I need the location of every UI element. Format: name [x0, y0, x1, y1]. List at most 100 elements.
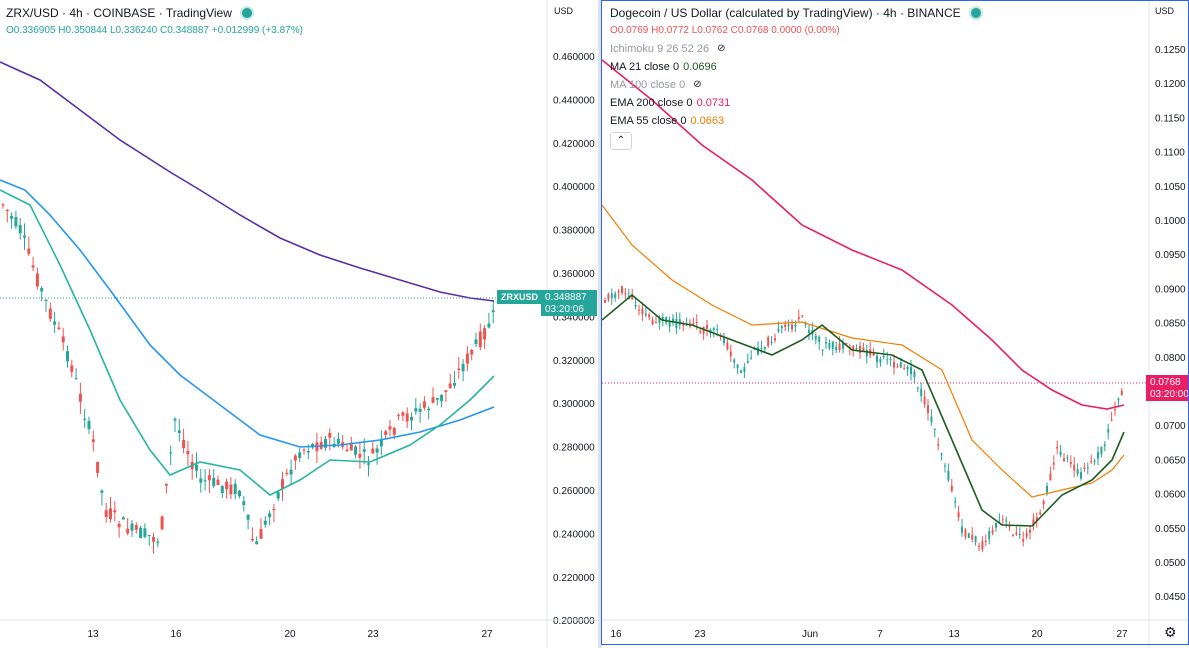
candle-body — [1022, 539, 1025, 542]
candle-body — [414, 408, 418, 412]
indicator-ma100[interactable]: MA 100 close 0 ⊘ — [610, 76, 981, 94]
price-tick-label: 0.280000 — [553, 443, 595, 454]
candle-body — [784, 324, 787, 328]
candle-body — [14, 217, 18, 227]
doge-chart-pane[interactable]: 0.1250 0.1200 0.1150 0.1100 0.1050 0.1000 0.09… — [602, 0, 1189, 648]
candle-body — [405, 413, 409, 422]
candle-body — [947, 470, 950, 481]
candle-body — [268, 513, 272, 518]
candle-body — [53, 321, 57, 325]
candle-body — [453, 383, 456, 386]
candle-body — [1056, 446, 1059, 449]
candle-body — [285, 472, 289, 475]
candle-body — [699, 331, 702, 333]
candle-body — [130, 523, 134, 531]
candle-body — [743, 367, 746, 372]
candle-body — [879, 359, 882, 363]
candle-body — [74, 377, 78, 379]
candle-body — [780, 325, 783, 329]
candle-body — [186, 450, 190, 455]
candle-body — [682, 324, 685, 326]
time-tick-label: 27 — [1116, 629, 1128, 640]
candle-body — [1008, 525, 1011, 528]
candle-body — [1052, 462, 1055, 465]
candle-body — [1073, 464, 1076, 471]
candle-body — [991, 530, 994, 534]
candle-body — [825, 342, 827, 344]
price-tick-label: 0.1100 — [1155, 148, 1185, 159]
candle-body — [984, 540, 987, 542]
candle-body — [899, 362, 902, 368]
doge-legend: Dogecoin / US Dollar (calculated by Trad… — [610, 4, 981, 130]
candle-body — [1069, 461, 1072, 465]
eye-hidden-icon[interactable]: ⊘ — [717, 43, 726, 54]
price-tick-label: 0.240000 — [553, 529, 595, 540]
candle-body — [675, 319, 678, 328]
candle-body — [250, 538, 254, 541]
candle-body — [1001, 519, 1004, 521]
collapse-legend-button[interactable]: ⌃ — [610, 132, 632, 150]
price-tick-label: 0.440000 — [553, 95, 595, 106]
candle-body — [794, 324, 797, 327]
candle-body — [1110, 419, 1113, 421]
indicator-ema55[interactable]: EMA 55 close 0 0.0663 — [610, 115, 725, 127]
candle-body — [1015, 532, 1018, 535]
candle-body — [487, 323, 491, 328]
candle-body — [35, 273, 39, 287]
doge-symbol-title[interactable]: Dogecoin / US Dollar (calculated by Trad… — [610, 6, 961, 20]
ema200-line — [602, 59, 1125, 410]
candle-body — [5, 210, 9, 212]
candle-body — [774, 338, 776, 341]
candle-body — [661, 317, 664, 320]
gear-icon[interactable]: ⚙ — [1164, 624, 1177, 640]
candle-body — [392, 428, 396, 435]
indicator-ema200[interactable]: EMA 200 close 0 0.0731 — [610, 97, 731, 109]
candle-body — [1093, 460, 1096, 462]
eye-hidden-icon[interactable]: ⊘ — [693, 79, 702, 90]
candle-body — [143, 528, 147, 537]
indicator-ichimoku[interactable]: Ichimoku 9 26 52 26 ⊘ — [610, 40, 981, 58]
doge-ohlc-values: O0.0769 H0.0772 L0.0762 C0.0768 0.0000 (… — [610, 25, 840, 36]
candle-body — [604, 299, 606, 303]
candle-body — [998, 521, 1001, 523]
candle-body — [859, 345, 861, 353]
candle-body — [821, 349, 824, 351]
candle-body — [961, 526, 963, 533]
candle-body — [491, 310, 495, 313]
time-tick-label: 20 — [284, 629, 296, 640]
symbol-tag — [497, 290, 541, 304]
doge-chart-canvas[interactable]: 0.1250 0.1200 0.1150 0.1100 0.1050 0.1000 0.09… — [602, 0, 1189, 648]
candle-body — [367, 463, 370, 465]
candle-body — [293, 455, 297, 461]
pane-divider[interactable] — [598, 0, 602, 648]
candle-body — [1, 204, 5, 206]
candle-body — [1029, 529, 1031, 533]
candle-body — [349, 442, 353, 451]
candle-body — [1114, 409, 1116, 411]
candle-body — [845, 343, 848, 345]
candle-body — [306, 451, 310, 453]
countdown-label: 03:20:06 — [545, 304, 584, 315]
zrx-chart-canvas[interactable]: 0.460000 0.440000 0.420000 0.400000 0.380000… — [0, 0, 598, 648]
ma-teal-line — [0, 189, 495, 496]
candle-body — [18, 225, 22, 234]
candle-body — [876, 355, 878, 363]
candle-body — [427, 408, 431, 411]
candle-body — [695, 322, 698, 324]
indicator-ma21[interactable]: MA 21 close 0 0.0696 — [610, 61, 717, 73]
time-tick-label: 7 — [877, 629, 883, 640]
candle-body — [397, 415, 401, 417]
candle-body — [624, 292, 627, 294]
candle-body — [87, 420, 91, 430]
zrx-chart-pane[interactable]: 0.460000 0.440000 0.420000 0.400000 0.380000… — [0, 0, 598, 648]
candle-body — [668, 322, 671, 327]
candle-body — [113, 510, 117, 513]
candle-body — [930, 416, 933, 423]
candle-body — [1018, 533, 1021, 535]
symbol-title[interactable]: ZRX/USD · 4h · COINBASE · TradingView — [6, 6, 232, 20]
candle-body — [104, 510, 108, 517]
candle-body — [457, 368, 461, 370]
time-tick-label: 16 — [170, 629, 182, 640]
candle-body — [164, 483, 168, 486]
price-tick-label: 0.300000 — [553, 399, 595, 410]
